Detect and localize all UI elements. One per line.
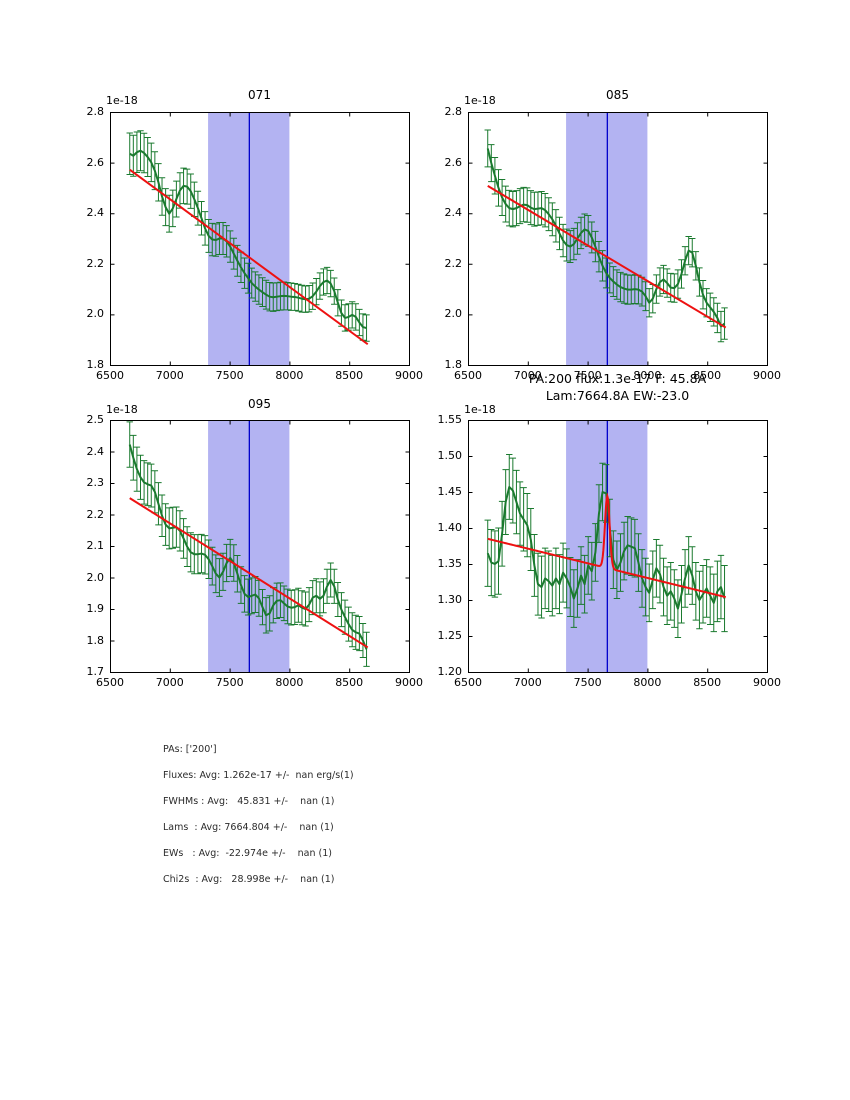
y-tick-label: 1.30 [437,593,463,606]
x-tick-label: 8500 [335,676,364,689]
x-tick-label: 9000 [395,676,423,689]
y-tick-label: 1.55 [437,413,463,426]
y-tick-label: 2.8 [86,105,105,118]
x-tick-label: 6500 [96,369,124,382]
error-bars [484,129,728,343]
y-tick-label: 2.3 [86,476,105,489]
y-tick-label: 1.7 [86,665,105,678]
line-search-band [566,112,648,365]
summary-line-4: Lams : Avg: 7664.804 +/- nan (1) [163,822,334,833]
summary-line-2: Fluxes: Avg: 1.262e-17 +/- nan erg/s(1) [163,770,354,781]
y-tick-label: 1.8 [444,358,463,371]
plot-area-085 [468,112,768,366]
axis-ticks [110,112,410,366]
y-tick-label: 2.2 [86,256,105,270]
summary-line-6: Chi2s : Avg: 28.998e +/- nan (1) [163,874,335,885]
caption-line-1: PA:200 flux:1.3e-17 F: 45.8A [528,371,707,386]
model-fit-line [487,185,727,329]
y-tick-label: 2.4 [86,444,105,458]
y-tick-label: 1.20 [437,665,463,678]
x-tick-label: 7500 [573,676,602,689]
axes-frame [468,112,768,366]
model-fit-line [129,168,369,346]
summary-line-3: FWHMs : Avg: 45.831 +/- nan (1) [163,796,335,807]
x-tick-label: 9000 [753,676,781,689]
x-tick-label: 7500 [215,369,244,382]
x-tick-label: 7000 [155,676,184,689]
x-tick-label: 8000 [275,369,304,382]
y-tick-label: 1.35 [437,557,463,570]
x-tick-label: 8500 [693,676,722,689]
line-search-band [208,112,290,365]
y-tick-label: 1.8 [86,633,105,647]
x-tick-label: 6500 [454,676,482,689]
axis-ticks [110,420,410,673]
x-tick-label: 8000 [633,676,662,689]
x-tick-label: 7000 [513,676,542,689]
plot-area-combined [468,420,768,673]
panel-title-085: 085 [606,88,629,102]
x-tick-label: 9000 [395,369,423,382]
y-tick-label: 1.45 [437,485,463,498]
error-bars [126,421,370,667]
axis-ticks [468,112,768,366]
spectrum-line [128,444,368,650]
plot-area-071 [110,112,410,366]
x-tick-label: 7500 [215,676,244,689]
panel-title-095: 095 [248,397,271,411]
y-tick-label: 2.6 [444,155,463,169]
model-fit-line [129,497,369,649]
line-search-band [208,420,290,672]
y-axis-offset-text-combined: 1e-18 [464,403,496,416]
axes-frame [110,420,410,673]
y-tick-label: 1.25 [437,629,463,642]
plot-area-095 [110,420,410,673]
panel-title-071: 071 [248,88,271,102]
y-tick-label: 2.0 [86,307,105,321]
axis-ticks [468,420,768,673]
error-bars [126,130,370,342]
spectrum-line [486,148,726,328]
axes-frame [468,420,768,673]
x-tick-label: 8000 [275,676,304,689]
y-tick-label: 2.6 [86,155,105,169]
y-tick-label: 1.40 [437,521,463,534]
spectrum-line [129,149,367,330]
spectrum-line [486,485,726,610]
model-fit-line [487,492,726,599]
y-axis-offset-text-085: 1e-18 [464,94,496,107]
y-tick-label: 2.0 [86,570,105,584]
y-tick-label: 2.2 [86,507,105,521]
y-tick-label: 2.2 [444,256,463,270]
y-axis-offset-text-095: 1e-18 [106,403,138,416]
y-tick-label: 2.1 [86,539,105,552]
y-tick-label: 1.50 [437,449,463,462]
y-axis-offset-text-071: 1e-18 [106,94,138,107]
summary-line-5: EWs : Avg: -22.974e +/- nan (1) [163,848,333,859]
x-tick-label: 6500 [96,676,124,689]
y-tick-label: 2.4 [86,206,105,220]
y-tick-label: 1.8 [86,358,105,371]
y-tick-label: 2.0 [444,307,463,321]
x-tick-label: 8500 [335,369,364,382]
y-tick-label: 2.4 [444,206,463,220]
summary-line-1: PAs: ['200'] [163,744,217,755]
axes-frame [110,112,410,366]
error-bars [484,454,728,638]
caption-line-2: Lam:7664.8A EW:-23.0 [545,388,690,403]
y-tick-label: 2.8 [444,105,463,118]
x-tick-label: 7000 [155,369,184,382]
y-tick-label: 1.9 [86,602,105,615]
line-search-band [566,420,648,672]
y-tick-label: 2.5 [86,413,105,426]
